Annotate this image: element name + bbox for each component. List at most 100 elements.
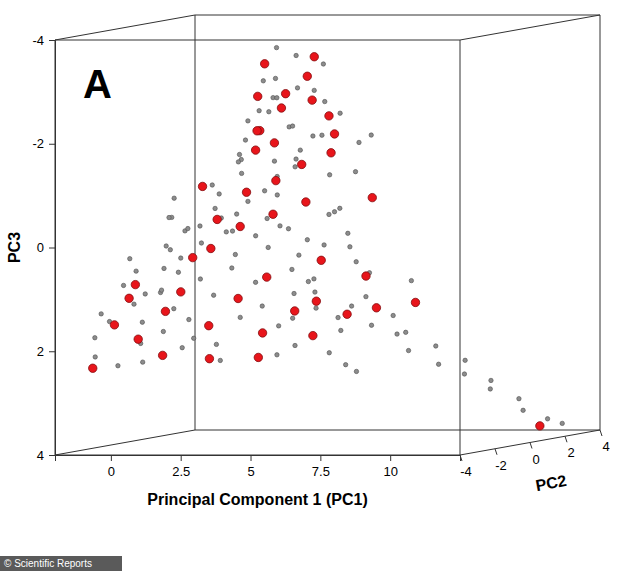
point <box>272 159 276 163</box>
point <box>290 267 294 271</box>
point <box>277 104 285 112</box>
tick: 2 <box>565 436 575 460</box>
tick-label: -2 <box>495 458 507 473</box>
point <box>243 138 247 142</box>
point <box>265 216 269 220</box>
tick: 2.5 <box>172 455 190 479</box>
frame-edge <box>460 430 600 455</box>
tick-label: 4 <box>602 439 609 454</box>
tick-mark <box>495 449 497 455</box>
point <box>291 307 299 315</box>
point <box>254 92 262 100</box>
point <box>198 182 206 190</box>
point <box>286 227 290 231</box>
y-axis-title: PC3 <box>6 232 23 263</box>
point <box>323 99 327 103</box>
tick-mark <box>390 455 391 461</box>
point <box>93 336 97 340</box>
tick: -2 <box>32 136 55 151</box>
x-axis-title: Principal Component 1 (PC1) <box>147 491 367 508</box>
point <box>234 212 238 216</box>
point <box>198 277 202 281</box>
point <box>99 312 103 316</box>
point <box>293 165 297 169</box>
point <box>224 230 228 234</box>
point <box>210 183 214 187</box>
frame-edge <box>195 15 196 430</box>
point <box>125 294 133 302</box>
point <box>143 292 147 296</box>
point <box>213 206 217 210</box>
point <box>290 124 294 128</box>
point <box>168 248 172 252</box>
point <box>327 351 331 355</box>
tick-mark <box>251 455 252 461</box>
point <box>253 234 257 238</box>
point <box>545 417 549 421</box>
point <box>290 316 294 320</box>
point <box>306 279 310 283</box>
point <box>409 278 413 282</box>
point <box>236 160 240 164</box>
point <box>273 76 277 80</box>
point <box>254 353 262 361</box>
point <box>312 277 316 281</box>
tick-label: 10 <box>383 464 397 479</box>
point <box>295 86 299 90</box>
point <box>205 354 213 362</box>
point <box>230 229 234 233</box>
point <box>161 307 169 315</box>
point <box>346 231 350 235</box>
point <box>327 173 331 177</box>
point <box>314 306 318 310</box>
point <box>321 62 325 66</box>
point <box>305 238 309 242</box>
point <box>260 60 268 68</box>
point <box>158 351 166 359</box>
point <box>214 342 218 346</box>
point <box>262 189 266 193</box>
point <box>357 140 361 144</box>
point <box>89 364 97 372</box>
tick-mark <box>460 455 462 461</box>
point <box>406 348 410 352</box>
point <box>364 294 368 298</box>
point <box>257 108 261 112</box>
point <box>303 72 311 80</box>
point <box>275 96 279 100</box>
point <box>281 89 289 97</box>
point <box>521 408 525 412</box>
point <box>560 421 564 425</box>
point <box>199 241 203 245</box>
series <box>89 53 545 431</box>
point <box>353 169 357 173</box>
point <box>110 321 118 329</box>
point <box>332 210 336 214</box>
credit: © Scientific Reports <box>0 556 122 571</box>
point <box>180 345 184 349</box>
point <box>309 331 317 339</box>
point <box>266 245 270 249</box>
point <box>121 283 125 287</box>
axis-line <box>49 41 56 456</box>
point <box>434 344 438 348</box>
point <box>218 358 222 362</box>
point <box>140 360 144 364</box>
point <box>267 110 271 114</box>
frame-edge <box>55 40 460 41</box>
point <box>369 133 373 137</box>
tick: 10 <box>383 455 397 479</box>
point <box>395 332 399 336</box>
point <box>253 280 257 284</box>
point <box>274 45 278 49</box>
point <box>272 176 280 184</box>
tick-label: 5 <box>247 464 254 479</box>
point <box>261 79 265 83</box>
tick: -4 <box>32 33 55 48</box>
tick-label: 7.5 <box>312 464 330 479</box>
point <box>339 328 343 332</box>
point <box>536 422 544 430</box>
tick-label: -4 <box>460 464 472 479</box>
tick: 0 <box>108 455 115 479</box>
frame-edge <box>55 430 195 455</box>
